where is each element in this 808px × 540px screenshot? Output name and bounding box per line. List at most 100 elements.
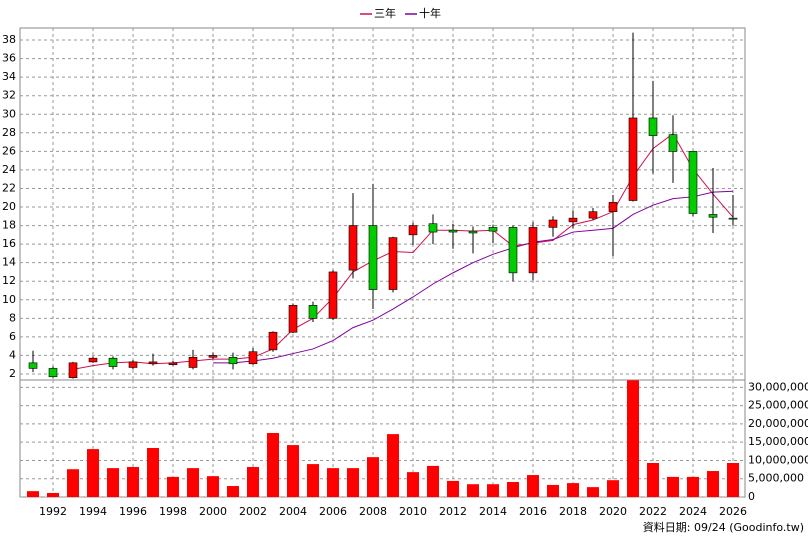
volume-bar <box>527 475 539 497</box>
y-tick-label: 0 <box>748 490 755 503</box>
y-tick-label: 25,000,000 <box>748 399 808 412</box>
volume-bar <box>327 468 339 497</box>
candle-body <box>708 214 718 218</box>
candle-body <box>68 362 78 378</box>
x-tick-label: 2014 <box>479 505 507 518</box>
volume-bar <box>67 469 79 497</box>
moving-average-line <box>213 190 734 364</box>
y-tick-label: 10,000,000 <box>748 453 808 466</box>
candle-body <box>468 230 478 234</box>
volume-bar <box>187 468 199 497</box>
x-tick-label: 2008 <box>359 505 387 518</box>
candle-body <box>128 361 138 368</box>
y-tick-label: 20,000,000 <box>748 417 808 430</box>
candle-body <box>48 368 58 378</box>
x-tick-label: 2026 <box>719 505 747 518</box>
volume-bar <box>447 480 459 497</box>
candle-body <box>568 217 578 223</box>
x-tick-label: 1992 <box>39 505 67 518</box>
candle-body <box>548 219 558 228</box>
volume-bar <box>647 462 659 497</box>
candle-body <box>188 356 198 368</box>
x-tick-label: 2010 <box>399 505 427 518</box>
y-tick-label: 14 <box>2 256 16 269</box>
x-tick-label: 1994 <box>79 505 107 518</box>
volume-bar <box>707 471 719 497</box>
volume-bar <box>367 457 379 497</box>
y-tick-label: 4 <box>9 348 16 361</box>
candle-body <box>208 355 218 358</box>
candle-body <box>348 225 358 271</box>
y-tick-label: 5,000,000 <box>748 472 804 485</box>
candle-body <box>168 362 178 365</box>
candle-body <box>488 227 498 232</box>
volume-bar <box>587 487 599 497</box>
candle-body <box>328 271 338 319</box>
volume-bar <box>387 434 399 497</box>
volume-bar <box>167 476 179 497</box>
y-tick-label: 24 <box>2 163 16 176</box>
candle-body <box>368 225 378 290</box>
candle-body <box>108 357 118 367</box>
y-tick-label: 15,000,000 <box>748 435 808 448</box>
x-tick-label: 2018 <box>559 505 587 518</box>
candle-body <box>428 223 438 233</box>
price-panel <box>19 27 746 381</box>
y-tick-label: 6 <box>9 330 16 343</box>
x-tick-label: 2004 <box>279 505 307 518</box>
volume-bar <box>427 465 439 497</box>
x-tick-label: 1998 <box>159 505 187 518</box>
volume-bar <box>507 482 519 497</box>
volume-bar <box>47 492 59 497</box>
y-tick-label: 26 <box>2 144 16 157</box>
y-tick-label: 30,000,000 <box>748 380 808 393</box>
x-tick-label: 2020 <box>599 505 627 518</box>
moving-average-line <box>72 133 734 370</box>
candle-body <box>448 229 458 233</box>
candle-body <box>388 237 398 290</box>
candle-body <box>608 202 618 212</box>
candle-body <box>148 361 158 365</box>
volume-bar <box>727 462 739 497</box>
candle-body <box>728 217 738 220</box>
x-tick-label: 2016 <box>519 505 547 518</box>
volume-bar <box>267 433 279 497</box>
y-tick-label: 30 <box>2 107 16 120</box>
y-tick-label: 10 <box>2 293 16 306</box>
volume-bar <box>107 468 119 497</box>
y-tick-label: 34 <box>2 70 16 83</box>
y-tick-label: 22 <box>2 181 16 194</box>
candle-body <box>228 356 238 365</box>
y-tick-label: 18 <box>2 219 16 232</box>
volume-bar <box>347 468 359 497</box>
y-tick-label: 16 <box>2 237 16 250</box>
candle-body <box>508 227 518 274</box>
y-tick-label: 38 <box>2 33 16 46</box>
volume-bar <box>287 445 299 497</box>
volume-bar <box>487 484 499 497</box>
volume-bar <box>247 467 259 497</box>
volume-bar <box>627 380 639 497</box>
x-tick-label: 1996 <box>119 505 147 518</box>
candle-body <box>28 362 38 369</box>
candle-body <box>268 331 278 351</box>
volume-bar <box>607 480 619 497</box>
x-tick-label: 2006 <box>319 505 347 518</box>
volume-bar <box>87 449 99 497</box>
candle-body <box>648 117 658 136</box>
y-tick-label: 12 <box>2 274 16 287</box>
y-tick-label: 36 <box>2 52 16 65</box>
candle-body <box>308 305 318 319</box>
volume-bar <box>407 472 419 497</box>
volume-bar <box>547 484 559 497</box>
candle-body <box>688 151 698 214</box>
volume-bar <box>687 476 699 497</box>
legend-label: 三年 <box>374 6 396 20</box>
volume-bar <box>307 464 319 497</box>
y-tick-label: 20 <box>2 200 16 213</box>
y-tick-label: 2 <box>9 367 16 380</box>
volume-bar <box>207 476 219 497</box>
volume-bar <box>147 448 159 497</box>
candle-body <box>528 227 538 274</box>
